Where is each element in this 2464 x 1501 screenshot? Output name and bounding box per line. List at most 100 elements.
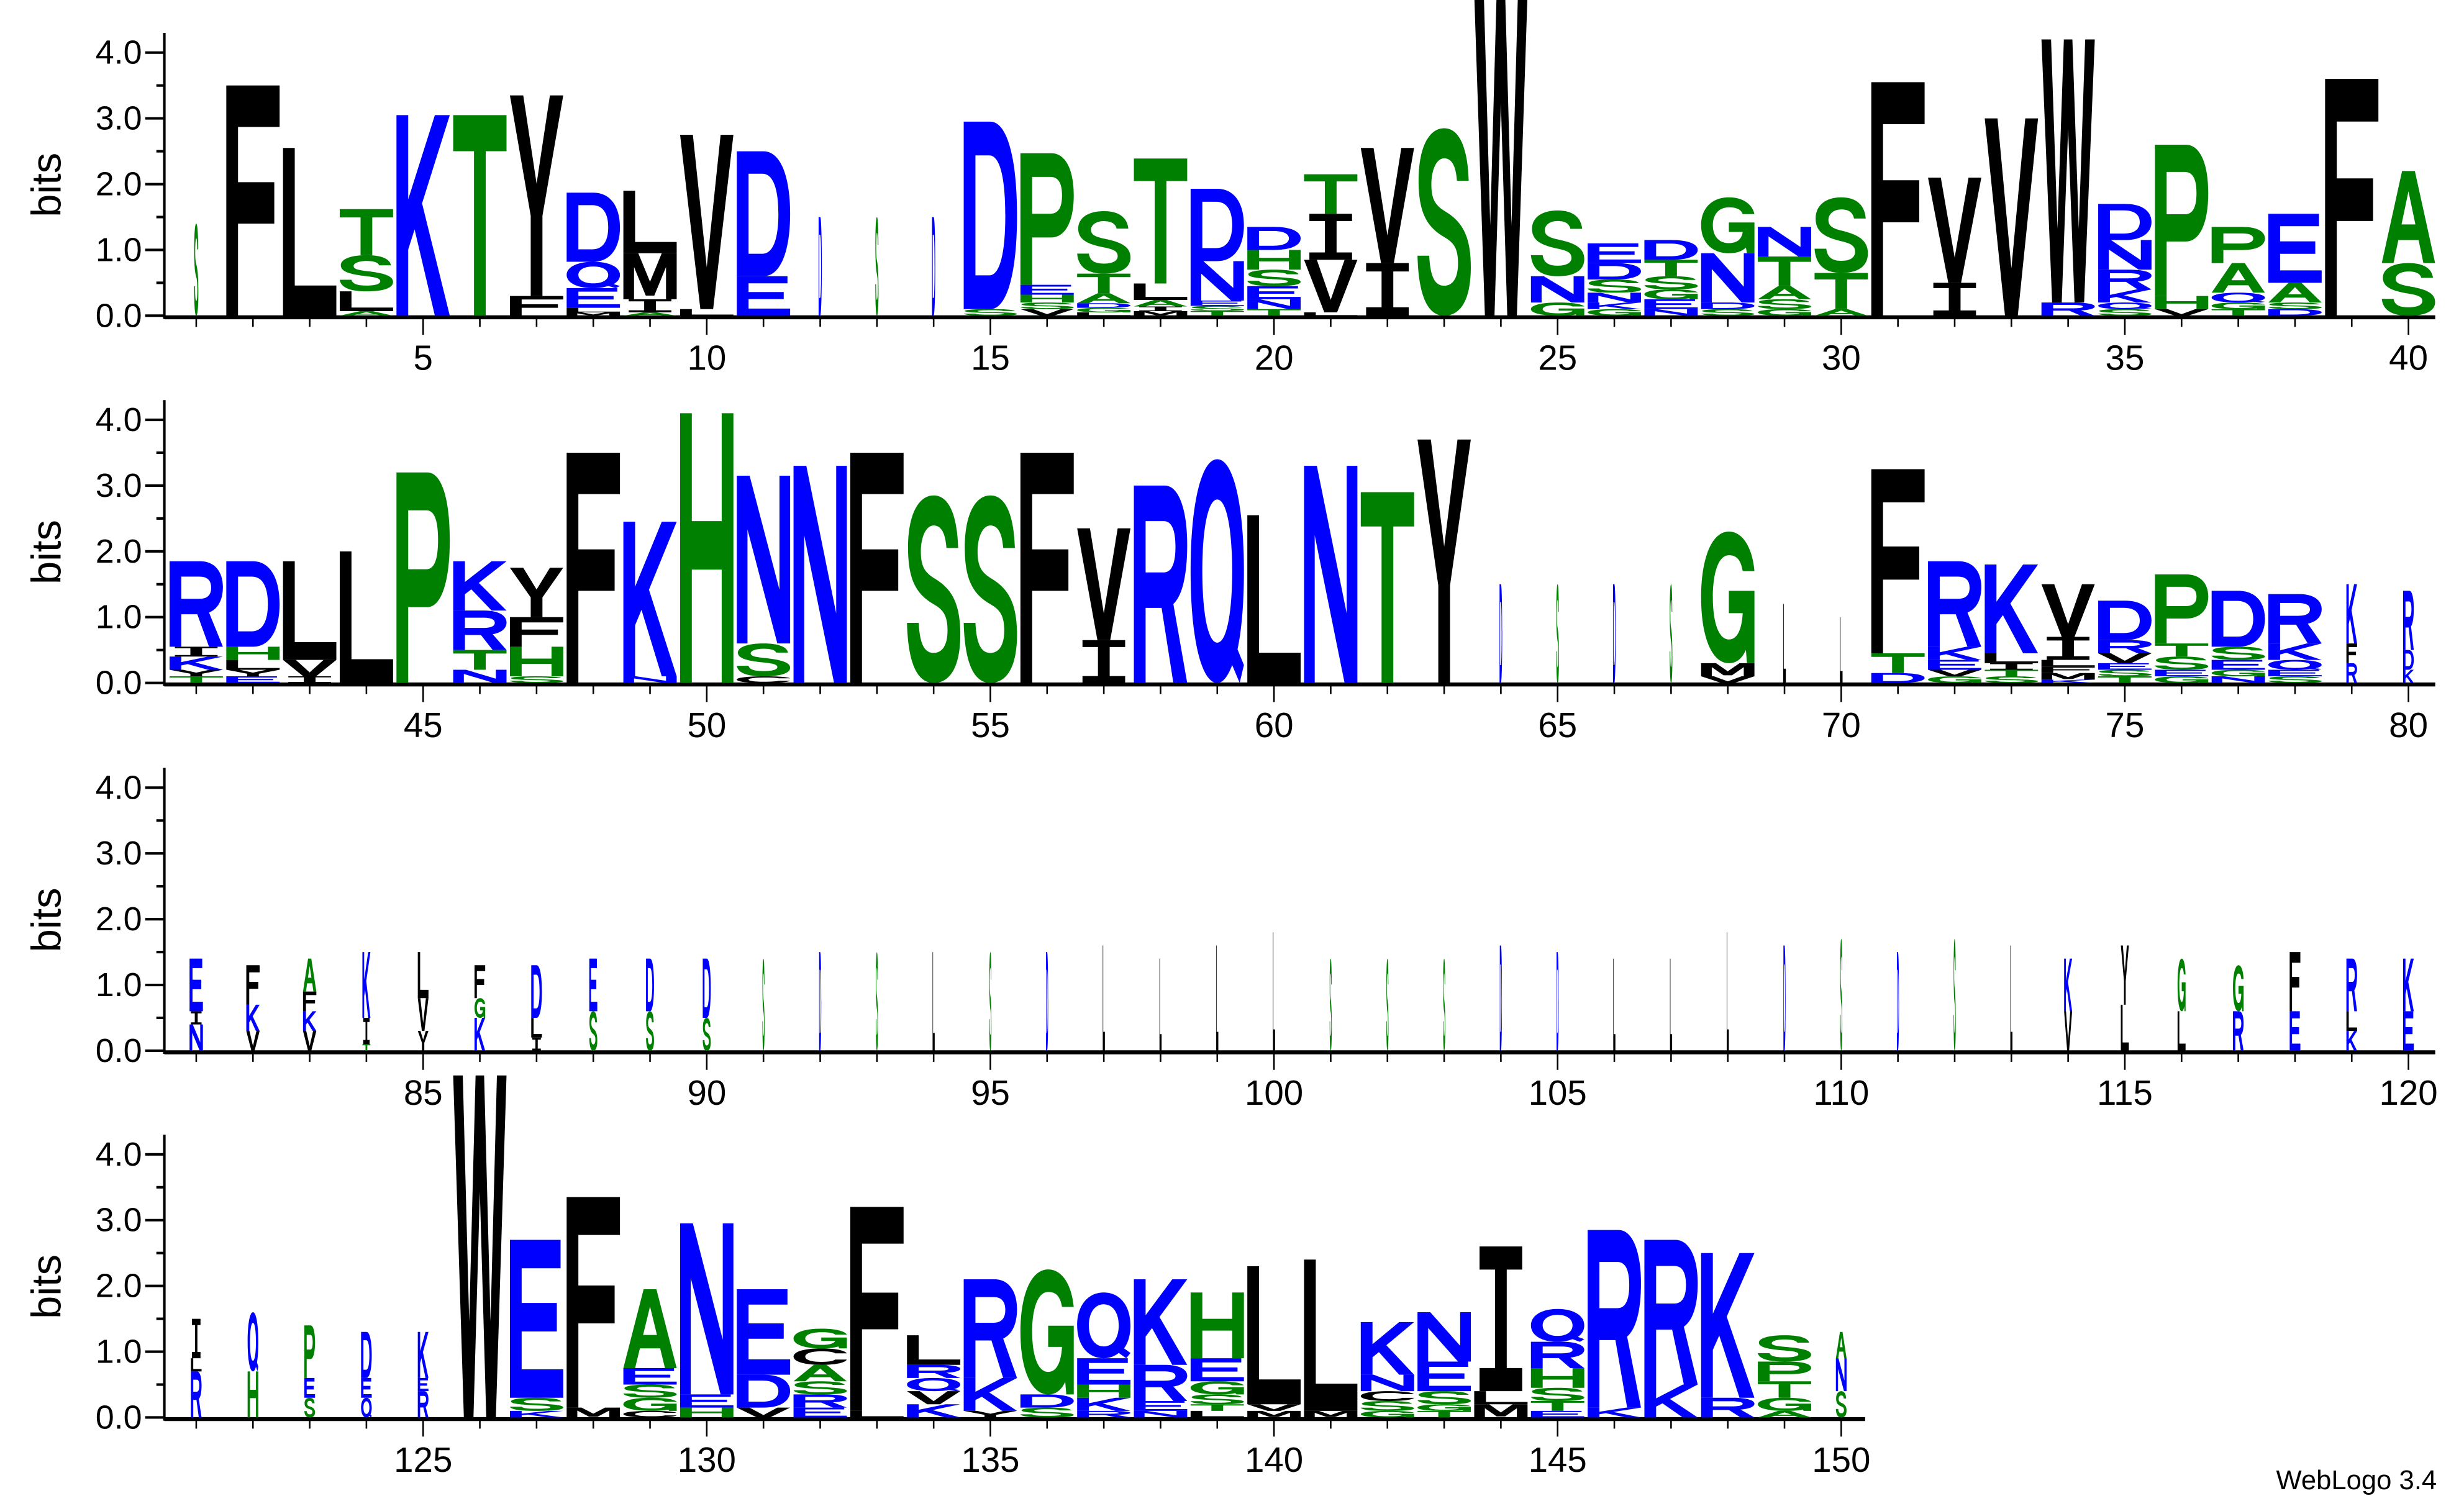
logo-column [1701, 532, 1755, 683]
logo-letter-K [1644, 1384, 1698, 1418]
logo-letter-E [226, 676, 280, 683]
logo-column [396, 472, 450, 683]
logo-letter-V [2041, 584, 2095, 637]
logo-column [2041, 584, 2095, 683]
logo-letter-L [1304, 312, 1358, 316]
logo-letter-E [1077, 1358, 1131, 1385]
logo-letter-D [361, 1331, 372, 1378]
y-tick-label: 2.0 [96, 900, 142, 938]
logo-letter-Y [963, 1410, 1017, 1418]
logo-letter-L [2041, 660, 2095, 667]
logo-letter-G [2233, 965, 2244, 1012]
logo-letter-I [1309, 214, 1352, 260]
logo-letter-R [963, 1279, 1017, 1378]
logo-column [1783, 604, 1786, 683]
logo-letter-D [1871, 673, 1925, 683]
logo-column [474, 965, 486, 1051]
y-tick-label: 4.0 [96, 401, 142, 438]
logo-letter-S [589, 1011, 598, 1051]
logo-letter-T [1644, 260, 1698, 276]
logo-letter-K [362, 952, 371, 1018]
y-axis-label: bits [24, 520, 70, 584]
logo-column [1134, 1279, 1188, 1418]
logo-column [1159, 958, 1162, 1051]
logo-letter-N [2211, 676, 2265, 683]
logo-column [1726, 932, 1729, 1051]
logo-letter-Y [226, 669, 280, 677]
logo-letter-I [288, 676, 331, 683]
y-tick-label: 3.0 [96, 100, 142, 137]
logo-column [963, 121, 1017, 316]
logo-letter-F [226, 85, 280, 316]
logo-letter-T [1417, 1410, 1471, 1418]
logo-letter-T [2211, 309, 2265, 316]
logo-letter-D [1020, 1394, 1074, 1408]
logo-column [2325, 79, 2379, 316]
logo-letter-S [194, 224, 199, 316]
logo-letter-R [1588, 1230, 1641, 1408]
logo-column [2381, 171, 2435, 316]
logo-letter-D [1557, 952, 1559, 1051]
y-tick-label: 0.0 [96, 297, 142, 334]
logo-column [623, 522, 677, 683]
logo-letter-I [363, 1017, 370, 1045]
x-tick-label: 70 [1822, 705, 1861, 745]
logo-column [2403, 958, 2414, 1051]
x-tick-label: 75 [2106, 705, 2145, 745]
logo-letter-S [1953, 938, 1956, 1051]
logo-column [737, 151, 791, 316]
logo-letter-T [1814, 273, 1868, 309]
logo-column [1417, 1312, 1471, 1418]
logo-column [850, 452, 904, 683]
logo-letter-E [2268, 214, 2322, 283]
logo-letter-S [623, 1384, 677, 1398]
logo-letter-D [566, 193, 621, 262]
x-tick-label: 60 [1255, 705, 1294, 745]
logo-letter-N [793, 466, 847, 683]
logo-column [1304, 174, 1358, 316]
logo-letter-Q [907, 1377, 961, 1392]
logo-letter-L [531, 1017, 542, 1038]
logo-letter-S [2268, 676, 2322, 683]
x-tick-label: 115 [2097, 1073, 2153, 1112]
logo-letter-D [226, 561, 280, 647]
logo-letter-W [1474, 0, 1527, 316]
logo-letter-D [1077, 303, 1131, 308]
logo-column [2177, 958, 2186, 1051]
logo-letter-G [1928, 676, 1981, 683]
logo-letter-Q [361, 1397, 372, 1418]
logo-letter-G [2155, 676, 2209, 683]
logo-column [819, 952, 822, 1051]
logo-column [793, 1328, 847, 1418]
logo-column [702, 958, 711, 1051]
logo-letter-V [1701, 676, 1755, 683]
logo-column [737, 476, 791, 683]
logo-letter-S [1758, 299, 1811, 309]
logo-letter-K [2346, 584, 2357, 644]
logo-letter-F [302, 991, 317, 1012]
logo-column [1840, 617, 1843, 683]
logo-letter-F [850, 1207, 904, 1411]
logo-letter-A [339, 311, 393, 316]
logo-column [1758, 227, 1811, 316]
logo-letter-Y [170, 669, 223, 677]
x-tick-label: 15 [971, 338, 1010, 378]
logo-column [1102, 945, 1105, 1051]
logo-letter-T [2155, 643, 2209, 657]
logo-letter-V [1304, 260, 1358, 313]
logo-letter-F [2041, 666, 2095, 673]
logo-letter-S [2268, 302, 2322, 309]
logo-letter-P [2211, 227, 2265, 263]
logo-letter-R [1701, 1397, 1755, 1418]
logo-letter-G [1588, 309, 1641, 316]
logo-column [247, 1312, 258, 1418]
logo-column [566, 452, 621, 683]
logo-letter-H [1020, 294, 1074, 303]
logo-letter-I [532, 1037, 541, 1051]
y-tick-label: 2.0 [96, 166, 142, 203]
logo-letter-C [623, 1410, 677, 1418]
logo-letter-I [1366, 263, 1409, 316]
logo-letter-D [2268, 309, 2322, 316]
logo-letter-G [1701, 197, 1755, 253]
logo-column [1928, 561, 1981, 683]
